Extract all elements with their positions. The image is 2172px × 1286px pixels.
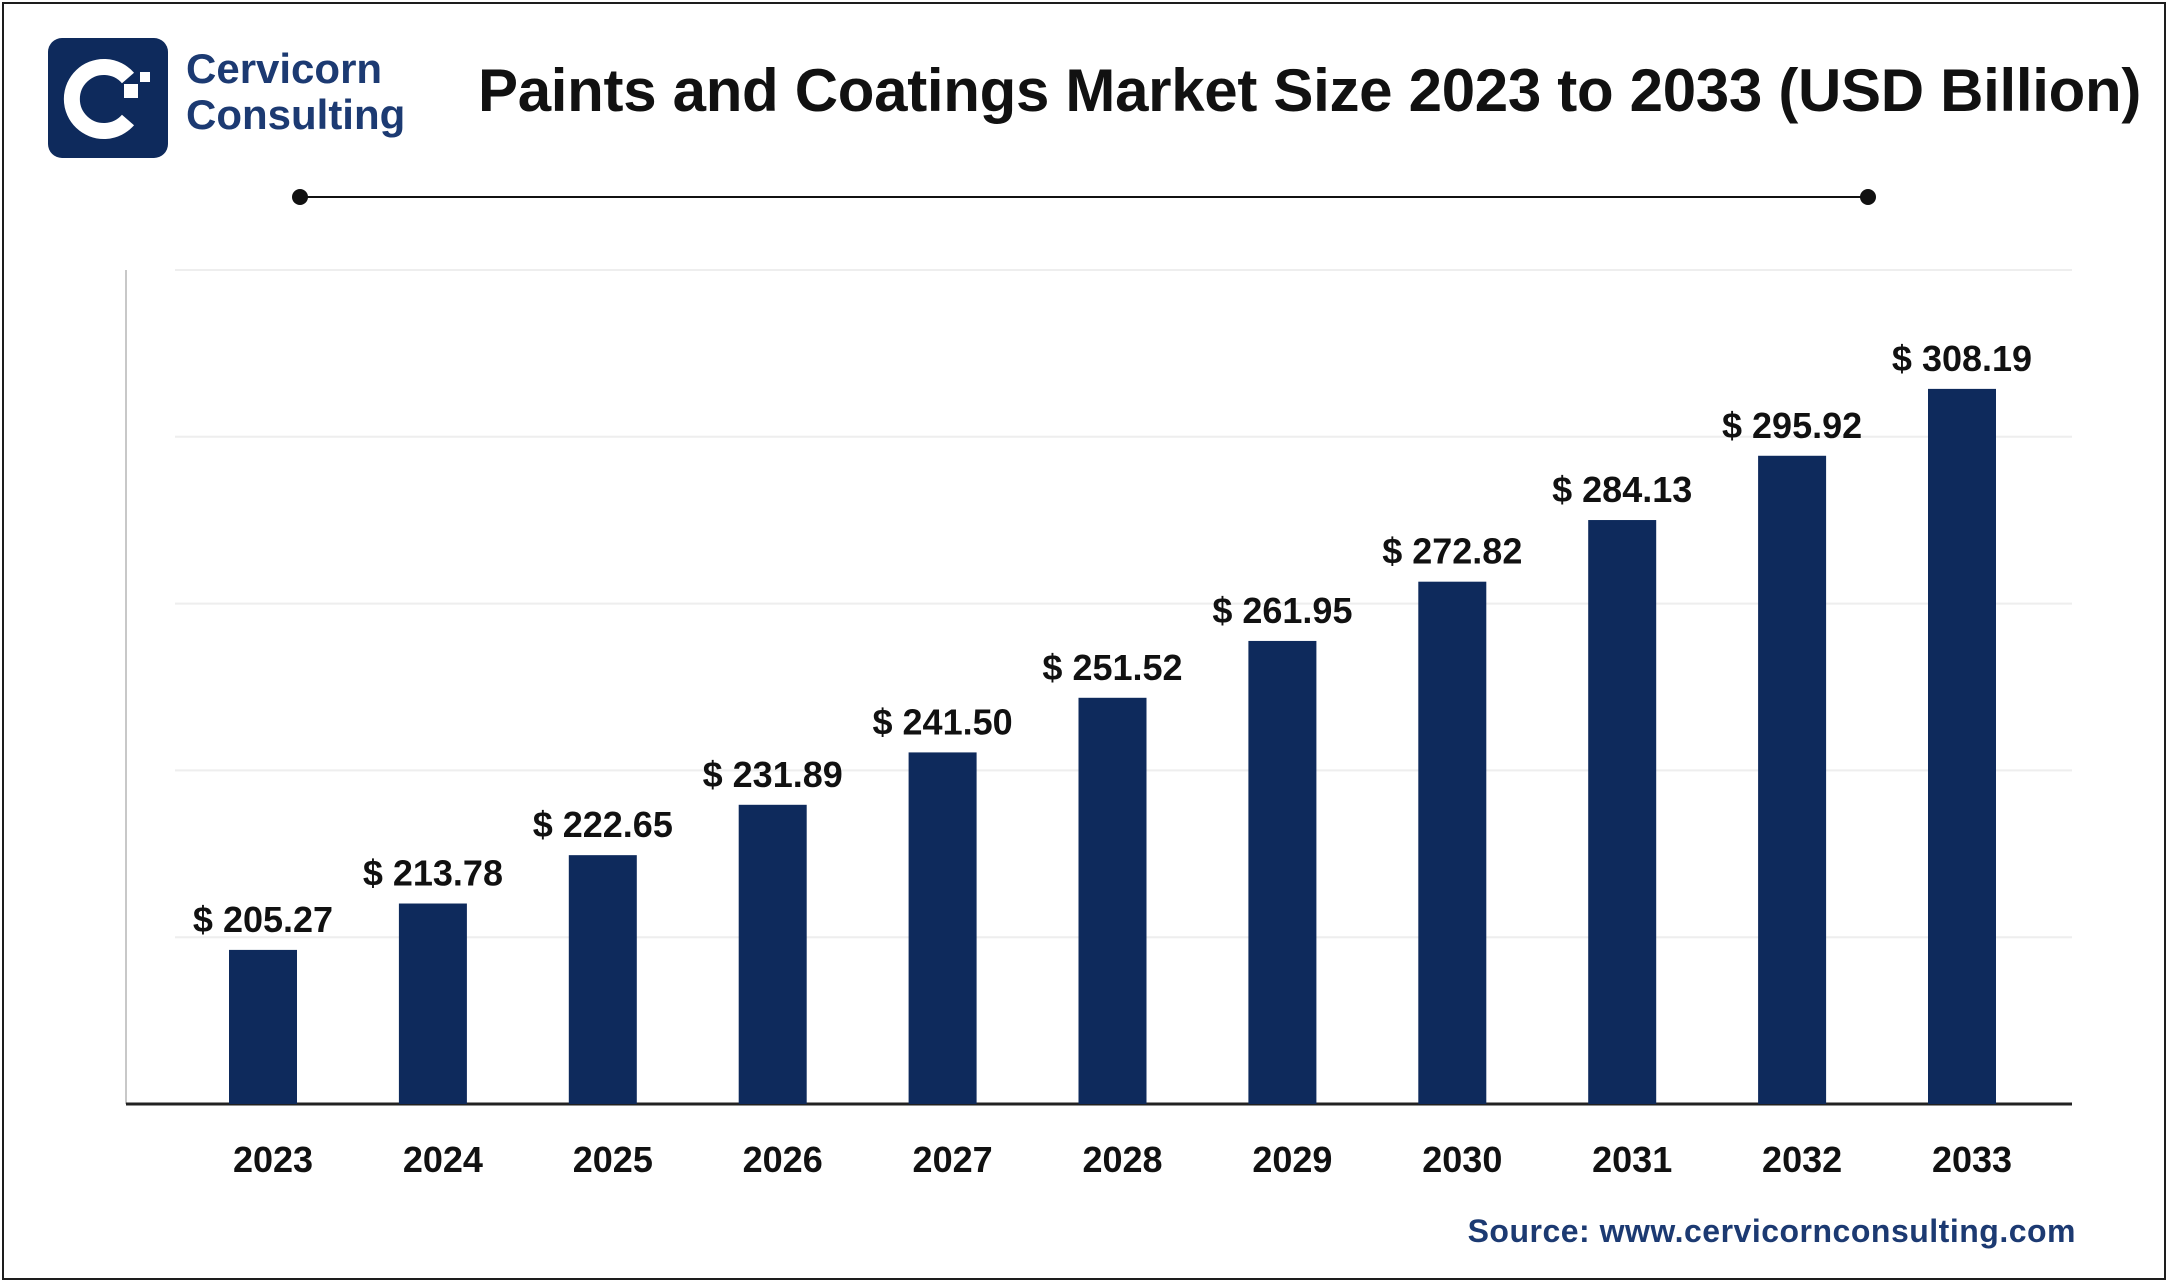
data-label-2029: $ 261.95 xyxy=(1212,590,1352,631)
brand-line-1: Cervicorn xyxy=(186,45,383,92)
data-label-2032: $ 295.92 xyxy=(1722,405,1862,446)
underline-dot-left xyxy=(292,189,308,205)
brand-name: Cervicorn Consulting xyxy=(186,46,405,138)
x-tick-label-2030: 2030 xyxy=(1422,1139,1502,1180)
bar-2027 xyxy=(908,752,977,1104)
bar-2025 xyxy=(568,855,637,1104)
title-underline xyxy=(300,196,1868,198)
bar-2026 xyxy=(738,804,807,1104)
data-label-2031: $ 284.13 xyxy=(1552,469,1692,510)
brand-line-2: Consulting xyxy=(186,91,406,138)
data-label-2028: $ 251.52 xyxy=(1042,647,1182,688)
data-label-2033: $ 308.19 xyxy=(1892,338,2032,379)
x-tick-label-2032: 2032 xyxy=(1762,1139,1842,1180)
bar-2033 xyxy=(1928,388,1996,1105)
bar-2032 xyxy=(1758,455,1827,1104)
logo-mark-icon xyxy=(63,59,150,139)
chart-title: Paints and Coatings Market Size 2023 to … xyxy=(478,57,2142,124)
data-label-2025: $ 222.65 xyxy=(533,804,673,845)
x-tick-label-2023: 2023 xyxy=(233,1139,313,1180)
bar-2029 xyxy=(1248,640,1317,1104)
underline-dot-right xyxy=(1860,189,1876,205)
x-tick-label-2027: 2027 xyxy=(913,1139,993,1180)
x-tick-label-2028: 2028 xyxy=(1082,1139,1162,1180)
x-tick-label-2024: 2024 xyxy=(403,1139,483,1180)
bar-2030 xyxy=(1418,581,1487,1104)
source-note: Source: www.cervicornconsulting.com xyxy=(1467,1213,2076,1249)
x-tick-label-2029: 2029 xyxy=(1252,1139,1332,1180)
x-tick-label-2033: 2033 xyxy=(1932,1139,2012,1180)
data-label-2023: $ 205.27 xyxy=(193,899,333,940)
cervicorn-logo xyxy=(48,38,168,158)
data-label-2030: $ 272.82 xyxy=(1382,531,1522,572)
x-tick-label-2031: 2031 xyxy=(1592,1139,1672,1180)
x-tick-label-2026: 2026 xyxy=(743,1139,823,1180)
data-label-2027: $ 241.50 xyxy=(873,701,1013,742)
bar-2028 xyxy=(1078,697,1147,1104)
data-label-2026: $ 231.89 xyxy=(703,754,843,795)
bar-2031 xyxy=(1588,520,1657,1104)
bar-2024 xyxy=(398,903,467,1104)
data-label-2024: $ 213.78 xyxy=(363,853,503,894)
bar-2023 xyxy=(229,949,297,1104)
x-tick-label-2025: 2025 xyxy=(573,1139,653,1180)
